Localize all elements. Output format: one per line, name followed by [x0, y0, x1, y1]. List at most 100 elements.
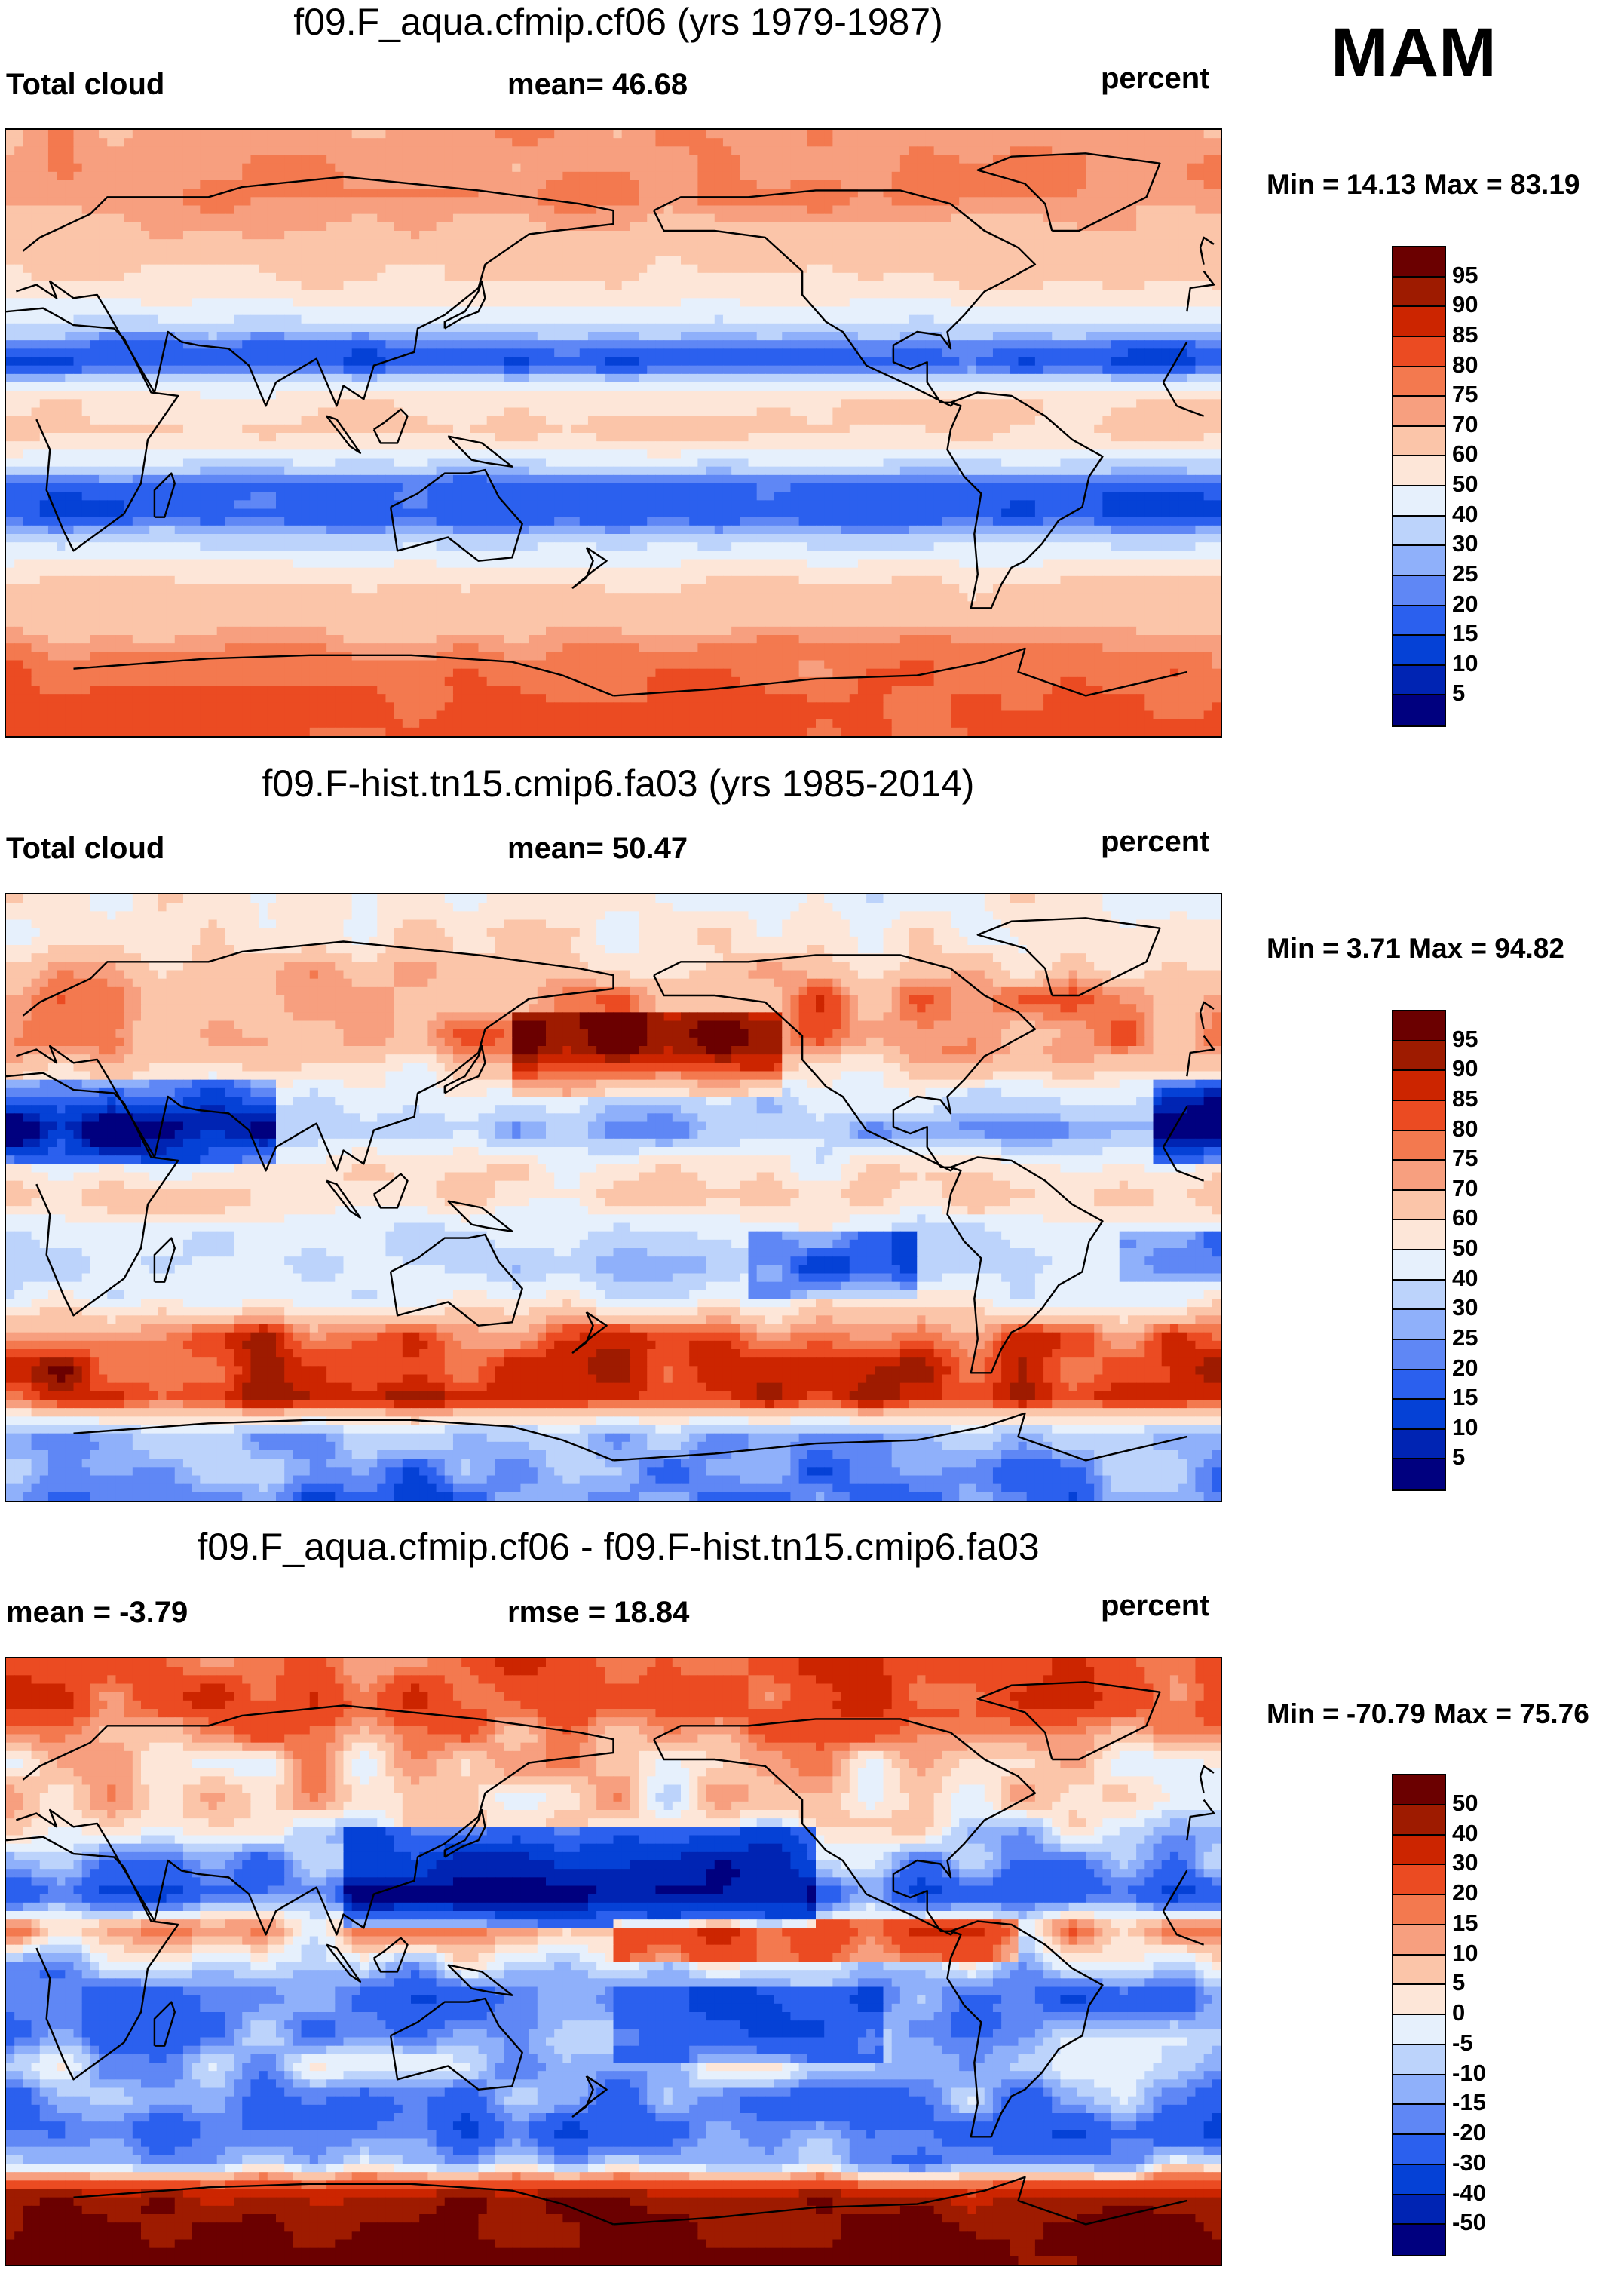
colorbar-swatch: [1393, 2195, 1445, 2226]
colorbar-tick-label: 15: [1452, 1910, 1478, 1937]
colorbar-swatch: [1393, 1250, 1445, 1281]
coastline: [73, 1419, 614, 1462]
coastline: [613, 647, 1187, 697]
colorbar-swatch: [1393, 516, 1445, 547]
coastline: [16, 176, 614, 407]
colorbar-swatch: [1393, 1400, 1445, 1430]
coastline: [326, 1179, 362, 1219]
colorbar-swatch: [1393, 575, 1445, 606]
colorbar-swatch: [1393, 1339, 1445, 1370]
colorbar-swatch: [1393, 2045, 1445, 2075]
panel-1-mean-label: mean= 46.68: [507, 68, 688, 102]
colorbar-swatch: [1393, 367, 1445, 397]
colorbar-tick-label: 50: [1452, 1235, 1478, 1262]
colorbar-tick-label: 90: [1452, 1055, 1478, 1082]
coastline: [16, 940, 614, 1172]
colorbar-tick-label: 0: [1452, 1999, 1465, 2026]
map-field: [6, 130, 1221, 736]
coastline: [6, 1072, 179, 1317]
panel-3-minmax: Min = -70.79 Max = 75.76: [1267, 1698, 1589, 1730]
coastline: [613, 1412, 1187, 1462]
coastline: [1162, 1870, 1188, 1912]
colorbar-swatch: [1393, 1429, 1445, 1460]
coastline: [443, 280, 486, 330]
colorbar-swatch: [1393, 1011, 1445, 1041]
coastline: [372, 408, 409, 444]
colorbar-swatch: [1393, 1220, 1445, 1250]
coastline: [1199, 236, 1215, 265]
map-field: [6, 894, 1221, 1501]
coastline: [6, 1836, 179, 2081]
colorbar-tick-label: 85: [1452, 1085, 1478, 1112]
colorbar-swatch: [1393, 307, 1445, 337]
colorbar-tick-label: 75: [1452, 1145, 1478, 1172]
panel-3-mean-label: mean = -3.79: [6, 1596, 188, 1630]
coastline: [389, 1997, 523, 2091]
colorbar-swatch: [1393, 1161, 1445, 1191]
colorbar-tick-label: 30: [1452, 530, 1478, 557]
colorbar-swatch: [1393, 1459, 1445, 1489]
colorbar-tick-label: 20: [1452, 591, 1478, 618]
coastline: [1162, 382, 1205, 417]
colorbar-swatch: [1393, 636, 1445, 666]
season-label: MAM: [1331, 14, 1497, 93]
panel-1-variable-label: Total cloud: [6, 68, 164, 102]
colorbar-tick-label: 25: [1452, 560, 1478, 587]
colorbar-tick-label: 70: [1452, 1175, 1478, 1202]
colorbar-swatch: [1393, 606, 1445, 637]
coastline: [443, 1808, 486, 1858]
colorbar-tick-label: 40: [1452, 501, 1478, 528]
panel-2-title: f09.F-hist.tn15.cmip6.fa03 (yrs 1985-201…: [0, 762, 1236, 805]
panel-1-title: f09.F_aqua.cfmip.cf06 (yrs 1979-1987): [0, 0, 1236, 44]
coastline: [571, 546, 608, 589]
colorbar-tick-label: 50: [1452, 471, 1478, 498]
coastline: [946, 1156, 1104, 1374]
colorbar-tick-label: 30: [1452, 1849, 1478, 1876]
colorbar-swatch: [1393, 2135, 1445, 2165]
colorbar-swatch: [1393, 2075, 1445, 2106]
colorbar-swatch: [1393, 1370, 1445, 1400]
coastline: [73, 2183, 614, 2226]
colorbar-tick-label: 80: [1452, 1115, 1478, 1143]
colorbar-tick-label: 80: [1452, 351, 1478, 379]
colorbar-tick-label: -30: [1452, 2149, 1486, 2176]
coastline: [6, 307, 179, 552]
coastline: [372, 1173, 409, 1209]
colorbar-swatch: [1393, 1041, 1445, 1072]
colorbar-swatch: [1393, 1955, 1445, 1986]
colorbar-swatch: [1393, 1805, 1445, 1836]
panel-3-map: [5, 1657, 1222, 2266]
coastline: [1199, 1001, 1215, 1029]
colorbar-tick-label: 25: [1452, 1324, 1478, 1351]
panel-3-colorbar: [1392, 1774, 1446, 2256]
colorbar-tick-label: -5: [1452, 2029, 1473, 2057]
colorbar-tick-label: 5: [1452, 1443, 1465, 1471]
colorbar-tick-label: 10: [1452, 1940, 1478, 1967]
coastline: [946, 391, 1104, 609]
colorbar-swatch: [1393, 1130, 1445, 1161]
colorbar-swatch: [1393, 546, 1445, 576]
coastline: [153, 2001, 176, 2047]
colorbar-tick-label: 5: [1452, 679, 1465, 707]
colorbar-swatch: [1393, 1925, 1445, 1956]
panel-1-units-label: percent: [1101, 62, 1210, 96]
colorbar-tick-label: 15: [1452, 1384, 1478, 1411]
panel-2-colorbar: [1392, 1010, 1446, 1491]
coastline: [571, 2075, 608, 2118]
colorbar-tick-label: 95: [1452, 1026, 1478, 1053]
colorbar-tick-label: -20: [1452, 2119, 1486, 2146]
colorbar-tick-label: 60: [1452, 1204, 1478, 1232]
colorbar-swatch: [1393, 1865, 1445, 1895]
colorbar-swatch: [1393, 1100, 1445, 1131]
colorbar-tick-label: 95: [1452, 262, 1478, 289]
coastline: [153, 472, 176, 518]
colorbar-tick-label: 70: [1452, 411, 1478, 438]
coastline: [326, 415, 362, 454]
colorbar-tick-label: 40: [1452, 1265, 1478, 1292]
panel-1-map: [5, 128, 1222, 738]
colorbar-tick-label: -10: [1452, 2060, 1486, 2087]
coastline: [613, 2176, 1187, 2226]
coastline: [1186, 1035, 1215, 1077]
panel-3-rmse-label: rmse = 18.84: [507, 1596, 689, 1630]
panel-2-map: [5, 893, 1222, 1502]
